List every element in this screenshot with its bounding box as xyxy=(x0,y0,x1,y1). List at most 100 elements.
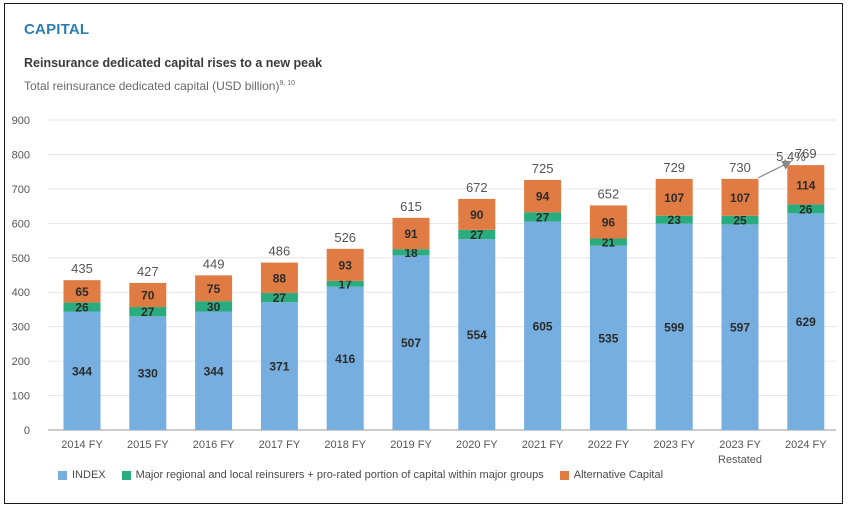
legend-label-index: INDEX xyxy=(72,469,106,481)
data-label-major: 26 xyxy=(799,202,813,216)
data-label-alt: 65 xyxy=(75,285,89,299)
y-tick-label: 700 xyxy=(12,184,30,196)
data-label-alt: 114 xyxy=(796,178,816,192)
x-tick-label: 2019 FY xyxy=(390,439,432,451)
bar-segment-index xyxy=(589,245,627,430)
bar-segment-index xyxy=(260,302,298,430)
data-label-alt: 96 xyxy=(602,215,616,229)
data-label-index: 507 xyxy=(401,336,421,350)
data-label-index: 629 xyxy=(796,315,816,329)
bar-segment-alt xyxy=(260,262,298,293)
legend-label-alt: Alternative Capital xyxy=(573,469,664,481)
y-tick-label: 0 xyxy=(24,425,30,437)
x-tick-label: 2018 FY xyxy=(324,439,366,451)
bar-segment-alt xyxy=(787,165,825,205)
chart-subtitle-footnote: 9, 10 xyxy=(279,80,296,87)
total-label: 427 xyxy=(137,264,159,279)
chart-subtitle-text: Total reinsurance dedicated capital (USD… xyxy=(24,79,280,93)
data-label-major: 25 xyxy=(733,214,747,228)
y-tick-label: 500 xyxy=(12,253,30,265)
bar-segment-index xyxy=(721,224,759,430)
bar-segment-major xyxy=(655,215,693,224)
y-tick-label: 900 xyxy=(12,115,30,127)
data-label-alt: 88 xyxy=(273,271,287,285)
bar-segment-alt xyxy=(655,178,693,216)
total-label: 486 xyxy=(269,244,291,259)
data-label-index: 371 xyxy=(269,360,289,374)
x-tick-label: 2020 FY xyxy=(456,439,498,451)
section-title: CAPITAL xyxy=(24,21,90,38)
y-tick-label: 300 xyxy=(12,322,30,334)
y-tick-label: 200 xyxy=(12,356,30,368)
legend-item-alt: Alternative Capital xyxy=(559,469,664,481)
bar-segment-alt xyxy=(392,217,430,250)
data-label-alt: 90 xyxy=(470,208,484,222)
data-label-alt: 93 xyxy=(339,258,353,272)
data-label-major: 18 xyxy=(404,246,418,260)
legend: INDEX Major regional and local reinsurer… xyxy=(58,469,679,481)
gridlines xyxy=(48,119,836,431)
data-label-index: 599 xyxy=(664,320,684,334)
total-label: 652 xyxy=(598,186,620,201)
data-label-major: 27 xyxy=(273,291,287,305)
data-label-alt: 107 xyxy=(730,191,750,205)
bar-segment-major xyxy=(589,238,627,246)
bar-segment-alt xyxy=(721,178,759,216)
data-label-major: 27 xyxy=(470,228,484,242)
total-label: 769 xyxy=(795,146,817,161)
bar-segment-alt xyxy=(195,275,233,302)
bar-segment-major xyxy=(326,280,364,287)
bar-segment-major xyxy=(458,229,496,240)
y-tick-label: 600 xyxy=(12,218,30,230)
x-tick-label: 2017 FY xyxy=(259,439,301,451)
data-label-alt: 70 xyxy=(141,288,155,302)
total-label: 725 xyxy=(532,161,554,176)
x-tick-label: Restated xyxy=(718,454,762,466)
data-label-index: 344 xyxy=(72,364,92,378)
total-label: 729 xyxy=(663,160,685,175)
total-label: 526 xyxy=(334,230,356,245)
y-axis-ticks: 0 100 200 300 400 500 600 700 800 900 xyxy=(12,115,30,437)
legend-item-index: INDEX xyxy=(58,469,106,481)
data-label-index: 597 xyxy=(730,321,750,335)
total-label: 730 xyxy=(729,160,751,175)
bar-segment-index xyxy=(787,213,825,430)
data-label-alt: 107 xyxy=(664,191,684,205)
bar-segment-index xyxy=(195,311,233,430)
bar-segment-alt xyxy=(589,205,627,239)
total-label: 435 xyxy=(71,261,93,276)
bar-segment-major xyxy=(392,249,430,256)
growth-arrow xyxy=(757,161,792,179)
legend-item-major: Major regional and local reinsurers + pr… xyxy=(121,469,544,481)
x-tick-label: 2023 FY xyxy=(653,439,695,451)
data-label-major: 27 xyxy=(141,305,155,319)
data-label-index: 330 xyxy=(138,367,158,381)
x-tick-label: 2024 FY xyxy=(785,439,827,451)
y-tick-label: 800 xyxy=(12,149,30,161)
chart-subtitle: Total reinsurance dedicated capital (USD… xyxy=(24,79,295,93)
chart-title: Reinsurance dedicated capital rises to a… xyxy=(24,56,323,70)
y-tick-label: 400 xyxy=(12,287,30,299)
data-label-alt: 75 xyxy=(207,282,221,296)
data-label-index: 605 xyxy=(533,319,553,333)
data-label-major: 30 xyxy=(207,300,221,314)
legend-swatch-major xyxy=(121,470,131,480)
data-label-index: 554 xyxy=(467,328,487,342)
data-label-major: 27 xyxy=(536,210,550,224)
bar-segment-index xyxy=(326,286,364,430)
legend-swatch-alt xyxy=(559,470,569,480)
data-label-major: 23 xyxy=(668,213,682,227)
bar-segment-major xyxy=(524,212,562,222)
data-label-alt: 94 xyxy=(536,190,550,204)
bar-segment-alt xyxy=(129,282,167,308)
total-label: 449 xyxy=(203,256,225,271)
data-label-major: 26 xyxy=(75,301,89,315)
bar-segment-index xyxy=(392,255,430,430)
data-label-index: 416 xyxy=(335,352,355,366)
bar-segment-major xyxy=(787,204,825,214)
bar-segment-alt xyxy=(63,280,101,303)
bar-segment-index xyxy=(524,221,562,430)
growth-label: 5.4% xyxy=(776,149,806,164)
bar-segment-major xyxy=(721,215,759,225)
bar-segment-alt xyxy=(524,179,562,213)
